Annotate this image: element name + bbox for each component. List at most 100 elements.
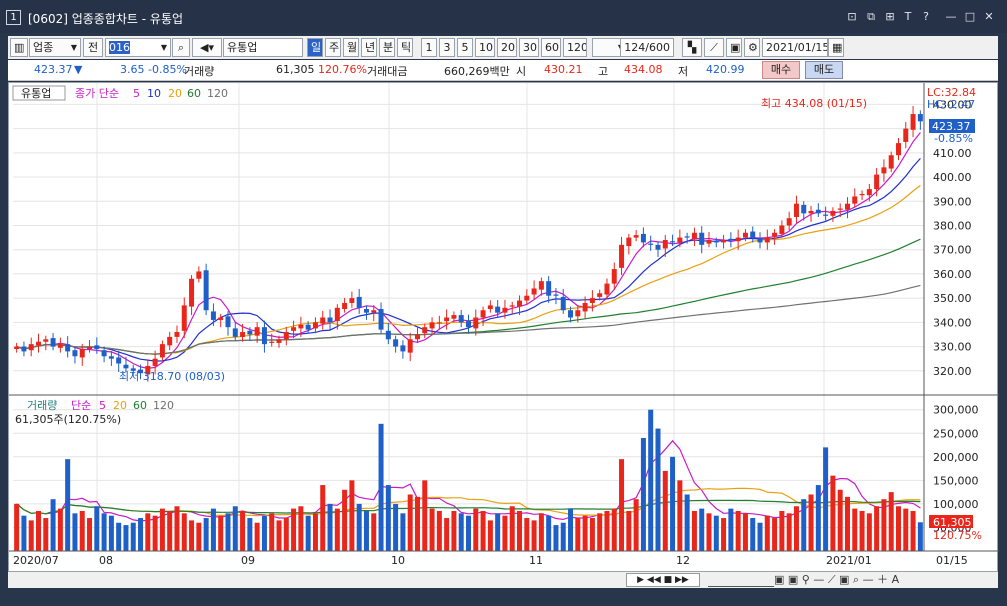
volume-tick-label: 250,000 — [933, 427, 979, 440]
candle-body — [189, 278, 195, 307]
zoom-controls[interactable]: ▣ ▣ ⚲ — ⟋ ▣ ⌕ — ＋ A — [774, 573, 900, 586]
x-tick-label: 11 — [529, 554, 543, 567]
prev-button[interactable]: 전 — [83, 38, 103, 57]
calendar-icon[interactable]: ▦ — [828, 38, 844, 57]
volume-bar — [203, 518, 209, 551]
scroll-bar[interactable]: ▶ ◀◀ ■ ▶▶ ▣ ▣ ⚲ — ⟋ ▣ ⌕ — ＋ A — [8, 572, 998, 588]
tab-month[interactable]: 월 — [343, 38, 359, 57]
candle-body — [152, 358, 158, 366]
quote-bar: 423.37 ▼ 3.65 -0.85% 거래량 61,305 120.76% … — [8, 60, 998, 81]
volume-bar — [852, 508, 858, 551]
tab-minute[interactable]: 분 — [379, 38, 395, 57]
indicator-icon[interactable]: ▚ — [682, 38, 702, 57]
volume-bar — [312, 513, 318, 551]
price-tick-label: 330.00 — [933, 341, 972, 354]
chart-area[interactable]: 320.00 330.00 340.00 350.00 360.00 370.00 380.… — [8, 82, 999, 573]
volume-bar — [626, 510, 632, 551]
candle-body — [721, 240, 727, 243]
volume-bar — [815, 485, 821, 551]
candle-body — [801, 204, 807, 214]
candle-body — [670, 241, 676, 243]
candle-body — [786, 218, 792, 226]
price-change: 3.65 — [120, 63, 145, 76]
search-icon[interactable]: ⌕ — [172, 38, 190, 57]
candle-body — [640, 233, 646, 243]
candle-body — [735, 237, 741, 242]
volume-bar — [101, 513, 107, 551]
volume-bar — [87, 518, 93, 551]
minimize-icon[interactable]: — — [945, 10, 957, 23]
interval-30[interactable]: 30 — [519, 38, 539, 57]
candle-body — [422, 327, 428, 334]
copy-icon[interactable]: ⧉ — [867, 10, 875, 23]
volume-bar — [174, 506, 180, 551]
interval-3[interactable]: 3 — [439, 38, 455, 57]
count-field[interactable]: 124/600 — [620, 38, 674, 57]
interval-1[interactable]: 1 — [421, 38, 437, 57]
code-input[interactable]: 016 ▼ — [105, 38, 171, 57]
date-field[interactable]: 2021/01/15 — [762, 38, 828, 57]
line-tool-icon[interactable]: ⟋ — [704, 38, 724, 57]
vol-ma5-label: 5 — [99, 399, 106, 412]
candle-body — [619, 244, 625, 268]
layout-icon[interactable]: ⊞ — [885, 10, 895, 23]
volume-bar — [393, 503, 399, 551]
market-select[interactable]: 업종 ▼ — [29, 38, 81, 57]
volume-bar — [670, 456, 676, 551]
volume-bar — [597, 513, 603, 551]
sell-button[interactable]: 매도 — [805, 61, 843, 79]
chart-svg[interactable]: 320.00 330.00 340.00 350.00 360.00 370.00 380.… — [9, 83, 999, 573]
candle-body — [662, 240, 668, 249]
gear-icon[interactable]: ⚙ — [744, 38, 760, 57]
candle-body — [36, 341, 42, 346]
price-tick-label: 400.00 — [933, 171, 972, 184]
ma5-label: 5 — [133, 87, 140, 100]
candles — [14, 106, 923, 382]
tab-tick[interactable]: 틱 — [397, 38, 413, 57]
candle-body — [677, 237, 683, 243]
candle-body — [568, 310, 574, 318]
candle-body — [793, 203, 799, 217]
volume-bar — [378, 423, 384, 551]
candle-body — [895, 143, 901, 156]
zoom-slider[interactable] — [708, 573, 774, 587]
panel-icon[interactable]: ▥ — [10, 38, 28, 57]
candle-body — [159, 344, 165, 358]
candle-body — [597, 293, 603, 297]
volume-bars — [14, 409, 923, 551]
ma60-line — [16, 238, 921, 355]
help-icon[interactable]: ? — [923, 10, 929, 23]
close-icon[interactable]: ✕ — [984, 10, 994, 23]
interval-60[interactable]: 60 — [541, 38, 561, 57]
tab-year[interactable]: 년 — [361, 38, 377, 57]
candle-body — [269, 341, 275, 343]
maximize-icon[interactable]: □ — [964, 10, 976, 23]
volume-bar — [509, 506, 515, 551]
volume-bar — [793, 506, 799, 551]
scroll-controls[interactable]: ▶ ◀◀ ■ ▶▶ — [626, 573, 700, 587]
speaker-icon[interactable]: ◀▾ — [192, 38, 222, 57]
font-icon[interactable]: T — [904, 10, 912, 23]
volume-bar — [910, 510, 916, 551]
volume-bar — [334, 508, 340, 551]
candle-body — [429, 322, 435, 329]
volume-bar — [655, 428, 661, 551]
interval-10[interactable]: 10 — [475, 38, 495, 57]
candle-body — [844, 203, 850, 210]
candle-body — [517, 300, 523, 307]
candle-body — [728, 238, 734, 240]
interval-5[interactable]: 5 — [457, 38, 473, 57]
screen-icon[interactable]: ⊡ — [847, 10, 857, 23]
interval-20[interactable]: 20 — [497, 38, 517, 57]
tab-week[interactable]: 주 — [325, 38, 341, 57]
candle-body — [247, 330, 253, 335]
high-value: 434.08 — [624, 63, 663, 76]
volume-bar — [116, 522, 122, 551]
candle-body — [691, 232, 697, 239]
candle-body — [94, 345, 100, 349]
interval-120[interactable]: 120 — [563, 38, 587, 57]
save-icon[interactable]: ▣ — [726, 38, 742, 57]
buy-button[interactable]: 매수 — [762, 61, 800, 79]
candle-body — [254, 327, 260, 336]
tab-day[interactable]: 일 — [307, 38, 323, 57]
